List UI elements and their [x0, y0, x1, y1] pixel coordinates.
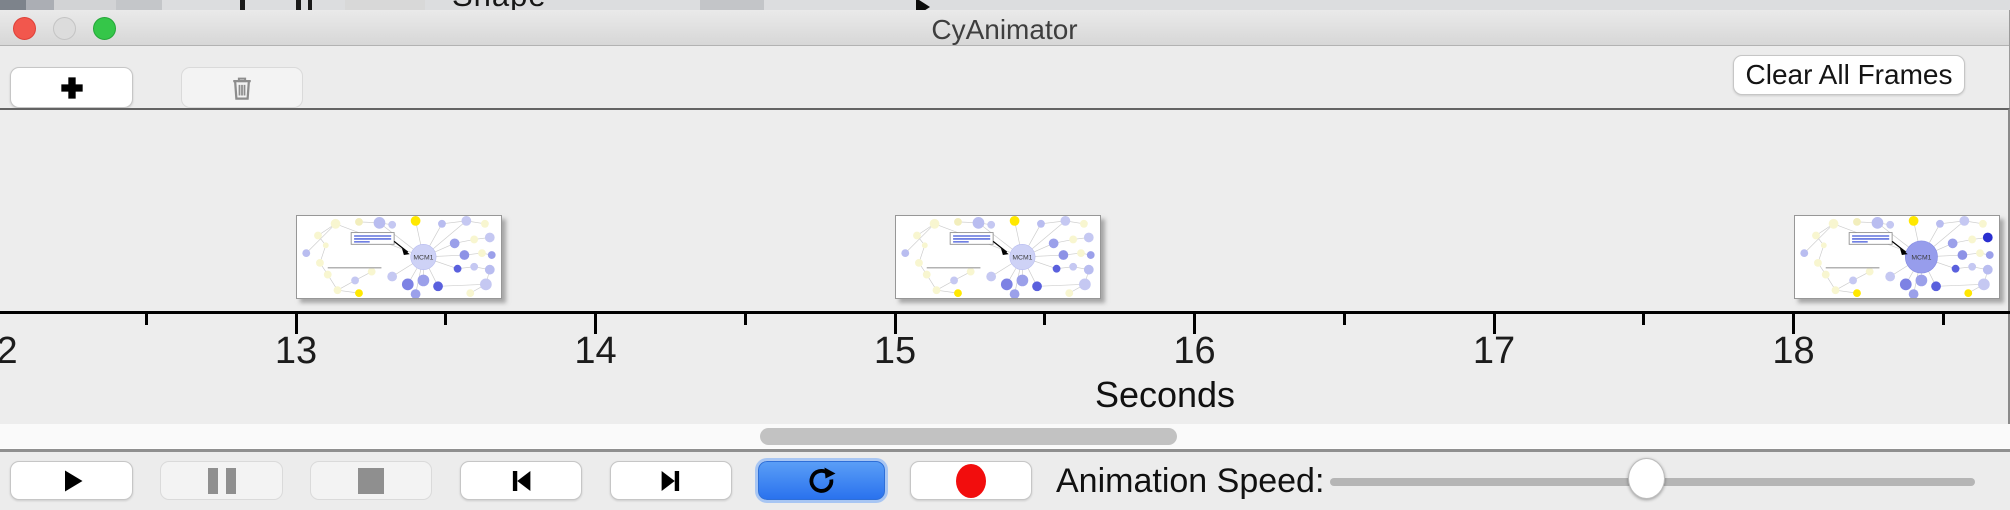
animation-speed-label: Animation Speed:: [1056, 462, 1325, 500]
tick-label: 18: [1772, 330, 1815, 372]
background-window-strip: Shape: [0, 0, 2010, 10]
speed-slider-thumb[interactable]: [1628, 458, 1666, 499]
tick-label: 12: [0, 330, 18, 372]
background-fragment: [54, 0, 116, 10]
plus-icon: [60, 76, 83, 99]
timeline-scrollbar[interactable]: [0, 424, 2010, 448]
clear-all-frames-button[interactable]: Clear All Frames: [1733, 55, 1965, 95]
minimize-button[interactable]: [53, 17, 76, 40]
major-tick: [1792, 314, 1795, 334]
minor-tick: [1941, 314, 1945, 325]
close-button[interactable]: [13, 17, 36, 40]
add-frame-button[interactable]: [10, 67, 133, 108]
panel-divider: [0, 448, 2010, 452]
tick-label: 14: [574, 330, 617, 372]
major-tick: [294, 314, 298, 334]
record-button[interactable]: [910, 461, 1032, 500]
play-icon: [64, 470, 82, 491]
zoom-button[interactable]: [93, 17, 116, 40]
scrollbar-thumb[interactable]: [760, 428, 1177, 445]
playback-controls: Animation Speed:: [0, 452, 2010, 510]
background-fragment: [26, 0, 54, 10]
trash-icon: [233, 77, 251, 100]
minor-tick: [144, 314, 148, 325]
keyframe-thumbnail[interactable]: MCM1: [296, 215, 502, 299]
major-tick: [1492, 314, 1496, 334]
background-triangle-fragment: [916, 0, 930, 10]
background-fragment: [240, 0, 245, 10]
timeline-panel[interactable]: MCM1: [0, 108, 2010, 448]
minor-tick: [444, 314, 448, 325]
tick-label: 16: [1173, 330, 1216, 372]
stop-button[interactable]: [310, 461, 432, 500]
svg-text:MCM1: MCM1: [1911, 254, 1931, 261]
loop-icon: [809, 467, 835, 493]
keyframe-thumbnail[interactable]: MCM1: [895, 215, 1101, 299]
background-fragment: [308, 0, 312, 10]
svg-text:MCM1: MCM1: [413, 254, 433, 261]
minor-tick: [1043, 314, 1047, 325]
pause-button[interactable]: [160, 461, 283, 500]
skip-to-start-icon: [512, 470, 531, 491]
minor-tick: [1342, 314, 1346, 325]
pause-icon: [207, 467, 236, 494]
background-fragment: [0, 0, 26, 10]
stop-icon: [358, 467, 384, 494]
background-fragment: [700, 0, 764, 10]
network-preview: MCM1: [1799, 216, 1994, 298]
loop-button[interactable]: [758, 461, 885, 500]
skip-to-end-icon: [661, 470, 680, 491]
network-preview: MCM1: [302, 216, 496, 298]
major-tick: [594, 314, 597, 334]
background-partial-text: Shape: [452, 0, 547, 10]
window-title: CyAnimator: [931, 14, 1078, 45]
minor-tick: [1642, 314, 1646, 325]
delete-frame-button[interactable]: [181, 67, 303, 108]
minor-tick: [743, 314, 747, 325]
tick-label: 13: [274, 330, 318, 372]
background-fragment: [345, 0, 425, 10]
background-fragment: [116, 0, 162, 10]
skip-to-start-button[interactable]: [460, 461, 582, 500]
toolbar: Clear All Frames: [0, 47, 2009, 108]
network-preview: MCM1: [901, 216, 1095, 298]
tick-label: 17: [1472, 330, 1516, 372]
axis-unit-label: Seconds: [1094, 374, 1236, 415]
background-fragment: [296, 0, 301, 10]
titlebar[interactable]: CyAnimator: [0, 10, 2009, 46]
major-tick: [1193, 314, 1196, 334]
svg-text:MCM1: MCM1: [1012, 254, 1032, 261]
cyanimator-window: CyAnimator Clear All Frames: [0, 10, 2010, 510]
play-button[interactable]: [10, 461, 133, 500]
skip-to-end-button[interactable]: [610, 461, 732, 500]
tick-label: 15: [873, 330, 917, 372]
keyframe-thumbnail[interactable]: MCM1: [1793, 215, 2000, 299]
record-icon: [956, 463, 986, 498]
major-tick: [893, 314, 897, 334]
timeline-axis: [0, 311, 2010, 314]
